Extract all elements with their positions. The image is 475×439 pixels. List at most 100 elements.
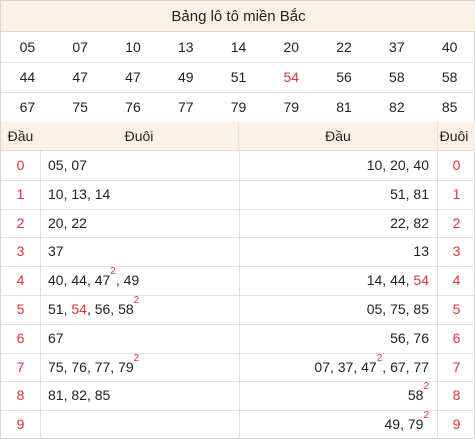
loto-number: 79 [407,416,424,433]
loto-number: 20 [48,214,64,231]
left-row-values: 67 [48,324,64,353]
right-row: 10, 20, 40 0 [239,151,475,180]
loto-number: 20 [390,157,406,173]
loto-number: 79 [118,358,134,375]
loto-number: 22 [71,214,87,231]
grid-cell: 79 [283,99,300,115]
left-row-dau: 0 [16,157,25,173]
column-divider [437,122,438,439]
right-row: 07, 37, 472, 67, 77 7 [239,353,475,382]
right-row-values: 10, 20, 40 [366,157,429,173]
left-row: 7 75, 76, 77, 792 [1,353,238,382]
row-divider [1,266,475,268]
left-header: Đầu Đuôi [1,122,239,151]
left-row: 5 51, 54, 56, 582 [1,295,238,324]
loto-number: 49 [384,416,401,433]
loto-number: 37 [48,243,64,260]
right-row-values: 51, 81 [390,185,429,202]
left-row-values: 75, 76, 77, 792 [48,352,140,375]
loto-number: 44 [390,272,406,289]
row-divider [1,323,475,325]
loto-number: 47 [361,358,377,375]
right-header: Đầu Đuôi [239,122,475,151]
loto-number: 82 [71,387,87,404]
number-grid: 05 07 10 13 14 20 22 37 40 44 47 47 49 51 54 56 58 58 67 75… [1,32,475,122]
grid-cell: 77 [177,99,194,115]
right-row: 51, 81 1 [239,180,475,209]
loto-number: 10 [48,185,64,202]
table-title: Bảng lô tô miền Bắc [1,1,475,32]
loto-number: 05 [48,157,64,173]
loto-number: 51 [390,185,406,202]
grid-cell: 22 [336,39,352,55]
loto-number: 13 [71,185,87,202]
row-divider [1,237,475,239]
loto-number: 76 [413,329,429,346]
right-row-duoi: 1 [452,185,461,202]
right-row-duoi: 4 [452,272,461,289]
loto-number: 14 [366,272,383,289]
loto-number: 44 [71,272,87,289]
right-row-values: 49, 792 [384,410,430,433]
left-row: 8 81, 82, 85 [1,381,238,410]
loto-number: 81 [413,185,429,202]
left-row-dau: 1 [16,185,25,202]
loto-number: 58 [407,387,424,404]
left-row: 4 40, 44, 472, 49 [1,266,238,295]
count-superscript: 2 [133,295,140,306]
loto-number: 56 [390,329,406,346]
loto-number: 85 [413,301,429,317]
grid-cell: 76 [125,99,141,115]
loto-number: 75 [48,358,64,375]
grid-cell: 58 [389,69,405,85]
loto-number: 58 [118,301,134,317]
loto-number: 82 [413,214,429,231]
grid-cell: 47 [72,69,88,85]
row-divider [1,352,475,354]
loto-number: 37 [337,358,354,375]
loto-number: 75 [390,301,406,317]
grid-cell: 47 [125,69,141,85]
loto-number: 67 [390,358,406,375]
grid-cell: 79 [230,99,247,115]
row-divider [1,179,475,181]
left-row: 9 [1,410,238,439]
left-row-dau: 7 [16,358,25,375]
right-row-duoi: 2 [452,214,461,231]
right-row-values: 582 [408,381,429,410]
right-row-duoi: 8 [452,387,461,404]
count-superscript: 2 [110,266,116,278]
loto-number: 54 [71,301,87,317]
grid-cell: 54 [283,69,300,85]
grid-cell: 07 [72,39,88,55]
loto-number: 07 [314,358,330,375]
loto-number: 56 [94,301,111,317]
right-row: 14, 44, 54 4 [239,266,475,295]
right-row-values: 07, 37, 472, 67, 77 [314,352,429,375]
grid-cell: 40 [441,39,458,55]
column-divider [239,151,240,439]
loto-number: 85 [94,387,111,404]
grid-divider [1,62,475,63]
grid-cell: 13 [177,39,194,55]
grid-cell: 51 [230,69,247,85]
loto-number: 77 [94,358,111,375]
loto-number: 47 [94,272,111,289]
loto-number: 40 [48,272,64,289]
loto-number: 10 [366,157,383,173]
grid-cell: 37 [389,39,405,55]
left-row-dau: 8 [16,387,25,404]
right-row: 13 3 [239,237,475,266]
grid-cell: 82 [389,99,405,115]
left-row-values: 20, 22 [48,214,87,231]
right-row-values: 56, 76 [390,329,429,346]
left-row-dau: 9 [16,416,25,433]
grid-cell: 58 [441,69,458,85]
left-row-values: 51, 54, 56, 582 [48,295,140,317]
grid-cell: 10 [125,39,141,55]
loto-number: 05 [366,301,383,317]
left-row: 2 20, 22 [1,209,238,238]
grid-cell: 75 [72,99,88,115]
left-header-duoi: Đuôi [124,128,154,144]
